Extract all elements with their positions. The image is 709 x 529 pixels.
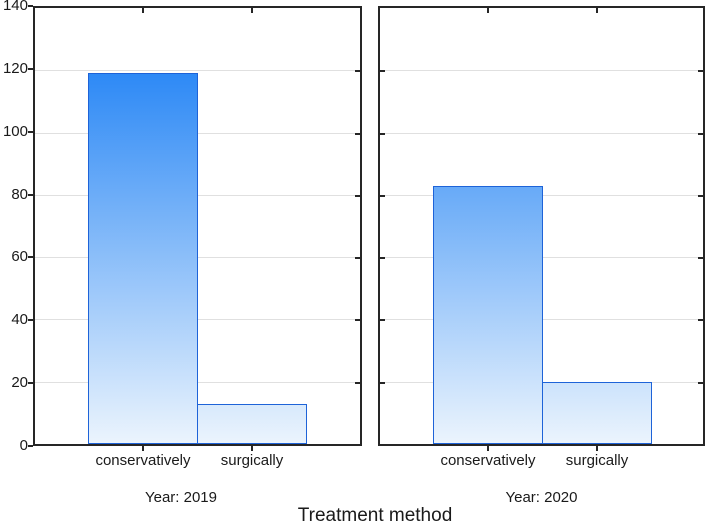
x-category-label-conservatively: conservatively [440, 452, 536, 469]
y-tick-mark-mirror [355, 256, 360, 259]
y-tick-label-140: 140 [2, 0, 28, 14]
y-tick-mark-mirror [698, 256, 703, 259]
y-tick-mark-mirror [355, 318, 360, 321]
bar-surgically-2019 [197, 404, 307, 444]
x-tick-mark-bottom [251, 446, 253, 451]
y-tick-mark-mirror [355, 132, 360, 135]
gridline-y-120 [35, 70, 360, 71]
x-tick-mark-bottom [487, 446, 489, 451]
gridline-y-100 [380, 133, 703, 134]
y-tick-mark [28, 67, 33, 70]
y-tick-mark-mirror [380, 318, 385, 321]
x-tick-mark-top [251, 8, 253, 13]
y-tick-label-80: 80 [11, 185, 28, 203]
y-tick-mark [28, 193, 33, 196]
x-axis-title: Treatment method [297, 505, 453, 526]
chart-panel-year-2019: conservatively surgically [33, 6, 362, 469]
y-tick-mark-mirror [698, 381, 703, 384]
y-tick-mark [28, 130, 33, 133]
y-tick-label-0: 0 [19, 437, 28, 454]
y-tick-label-40: 40 [11, 311, 28, 329]
x-tick-mark-bottom [142, 446, 144, 451]
chart-panel-year-2020: conservatively surgically [378, 6, 705, 469]
bar-conservatively-2020 [433, 186, 543, 444]
y-tick-mark-mirror [698, 69, 703, 72]
y-tick-label-120: 120 [2, 59, 28, 77]
y-tick-mark [28, 445, 33, 447]
x-tick-mark-top [596, 8, 598, 13]
y-tick-mark-mirror [380, 194, 385, 197]
y-tick-mark [28, 319, 33, 322]
bar-conservatively-2019 [88, 73, 198, 444]
x-tick-mark-bottom [596, 446, 598, 451]
y-tick-mark-mirror [698, 194, 703, 197]
panel-caption-2019: Year: 2019 [144, 489, 217, 506]
y-tick-mark-mirror [380, 381, 385, 384]
x-category-label-conservatively: conservatively [95, 452, 191, 469]
x-tick-mark-top [487, 8, 489, 13]
y-tick-mark-mirror [355, 194, 360, 197]
y-tick-label-100: 100 [2, 122, 28, 140]
y-tick-mark-mirror [380, 256, 385, 259]
y-tick-mark-mirror [380, 132, 385, 135]
y-tick-mark [28, 5, 33, 7]
panel-caption-2020: Year: 2020 [505, 489, 578, 506]
y-tick-mark-mirror [355, 69, 360, 72]
y-tick-mark-mirror [380, 69, 385, 72]
gridline-y-120 [380, 70, 703, 71]
y-tick-mark [28, 382, 33, 385]
x-category-label-surgically: surgically [220, 452, 284, 469]
y-tick-mark-mirror [355, 381, 360, 384]
x-category-label-surgically: surgically [565, 452, 629, 469]
y-tick-mark-mirror [698, 318, 703, 321]
x-tick-mark-top [142, 8, 144, 13]
bar-surgically-2020 [542, 382, 652, 444]
y-tick-mark-mirror [698, 132, 703, 135]
y-tick-label-20: 20 [11, 374, 28, 392]
y-tick-label-60: 60 [11, 248, 28, 266]
y-tick-mark [28, 256, 33, 259]
